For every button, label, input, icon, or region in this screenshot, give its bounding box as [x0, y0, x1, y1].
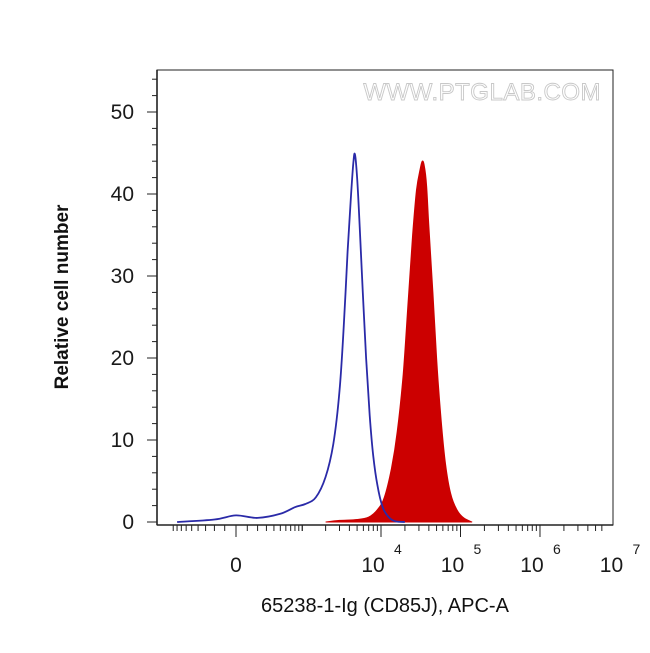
- x-tick-label: 0: [230, 554, 242, 577]
- y-tick-label: 0: [122, 511, 134, 534]
- y-tick-label: 10: [111, 429, 134, 452]
- x-axis-title: 65238-1-Ig (CD85J), APC-A: [261, 595, 510, 617]
- y-tick-label: 30: [111, 265, 134, 288]
- x-tick-label-exponent: 5: [473, 541, 481, 557]
- x-tick-label: 10 6: [520, 541, 561, 577]
- x-tick-label-base: 10: [441, 554, 464, 577]
- y-tick-label: 20: [111, 347, 134, 370]
- y-tick-label: 50: [111, 101, 134, 124]
- x-tick-label-base: 10: [361, 554, 384, 577]
- y-axis-title: Relative cell number: [52, 204, 73, 389]
- x-tick-label: 10 7: [600, 541, 641, 577]
- y-tick-label: 40: [111, 183, 134, 206]
- watermark-text: WWW.PTGLAB.COM: [363, 79, 601, 106]
- labels-layer: 0 10 20 30 40 50 0 10 4 10 5 10 6 10 7: [111, 101, 641, 577]
- x-tick-label-base: 10: [520, 554, 543, 577]
- x-tick-label: 10 4: [361, 541, 402, 577]
- x-tick-label-base: 10: [600, 554, 623, 577]
- ticks-layer: [147, 70, 613, 537]
- x-tick-label-exponent: 4: [394, 541, 402, 557]
- series-outline-histogram: [177, 152, 405, 523]
- x-tick-label-exponent: 7: [632, 541, 640, 557]
- series-filled-histogram: [325, 160, 473, 523]
- x-tick-label-base: 0: [230, 554, 242, 577]
- series-layer: [177, 152, 473, 523]
- x-tick-label-exponent: 6: [553, 541, 561, 557]
- x-tick-label: 10 5: [441, 541, 482, 577]
- plot-frame: [156, 69, 614, 526]
